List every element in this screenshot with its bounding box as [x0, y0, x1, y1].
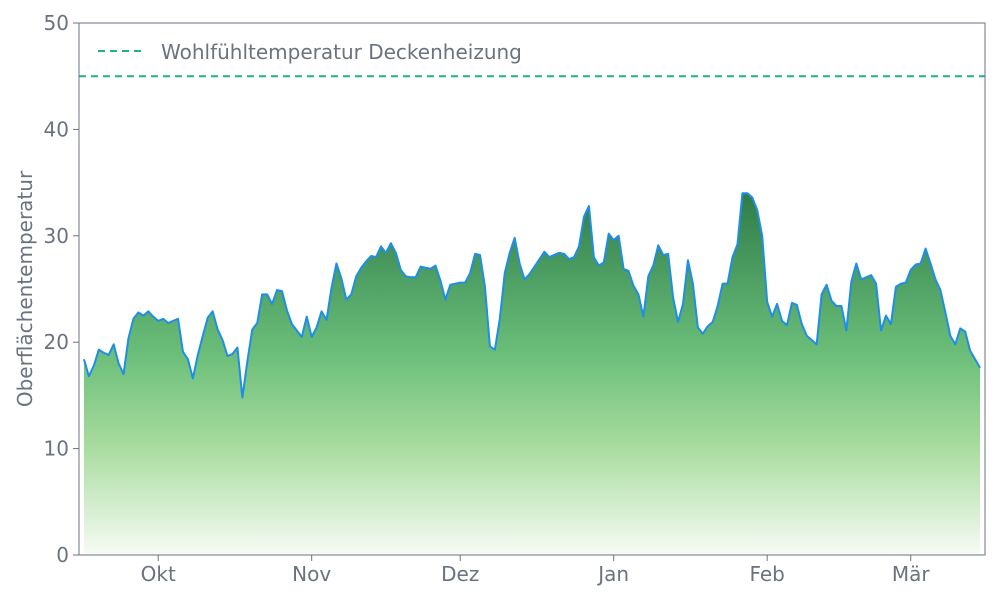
chart-legend: Wohlfühltemperatur Deckenheizung — [98, 40, 522, 64]
y-tick-label: 30 — [44, 224, 69, 248]
x-tick-label: Feb — [749, 562, 784, 586]
y-tick-label: 50 — [44, 11, 69, 35]
temperature-area-fill — [83, 193, 981, 556]
x-tick-label: Jan — [596, 562, 629, 586]
y-tick-label: 40 — [44, 117, 69, 141]
temperature-series-line — [82, 192, 981, 399]
x-tick-label: Nov — [292, 562, 331, 586]
x-axis: Okt Nov Dez Jan Feb Mär — [141, 555, 931, 586]
x-tick-label: Okt — [141, 562, 176, 586]
x-tick-label: Mär — [892, 562, 931, 586]
y-axis: 0 10 20 30 40 50 — [44, 11, 79, 567]
legend-entry-label: Wohlfühltemperatur Deckenheizung — [161, 40, 522, 64]
y-tick-label: 10 — [44, 437, 69, 461]
plot-area-frame — [78, 22, 986, 556]
y-tick-label: 0 — [56, 543, 69, 567]
y-tick-label: 20 — [44, 330, 69, 354]
y-axis-label: Oberflächentemperatur — [13, 170, 37, 407]
x-tick-label: Dez — [441, 562, 479, 586]
